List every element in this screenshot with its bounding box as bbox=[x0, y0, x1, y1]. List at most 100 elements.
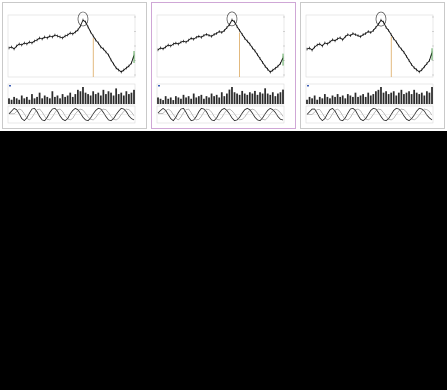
volume-bar bbox=[243, 93, 246, 104]
volume-bar bbox=[344, 98, 347, 104]
volume-bar bbox=[94, 94, 97, 104]
volume-bar bbox=[349, 95, 352, 104]
volume-bar bbox=[107, 91, 110, 104]
oscillator-pane-frame bbox=[7, 105, 136, 124]
chart-panel-2[interactable] bbox=[151, 2, 296, 129]
peak-highlight-circle bbox=[77, 11, 89, 27]
volume-bar bbox=[382, 92, 385, 104]
volume-bar bbox=[82, 87, 84, 104]
volume-bar bbox=[259, 92, 261, 104]
volume-bar bbox=[282, 89, 284, 104]
chart-panel-1[interactable] bbox=[2, 2, 147, 129]
volume-bar bbox=[426, 91, 428, 104]
volume-bar bbox=[277, 93, 279, 104]
volume-bar bbox=[266, 93, 269, 104]
volume-legend-swatch bbox=[9, 85, 11, 87]
volume-bar bbox=[395, 95, 398, 104]
stock-chart-1 bbox=[7, 11, 136, 124]
volume-bar bbox=[226, 93, 228, 104]
volume-bar bbox=[71, 96, 74, 104]
volume-bar bbox=[413, 89, 416, 104]
volume-bar bbox=[180, 98, 182, 104]
volume-bar bbox=[385, 91, 387, 104]
volume-bar bbox=[238, 94, 241, 104]
volume-bar bbox=[61, 94, 64, 104]
volume-bar bbox=[241, 90, 244, 104]
volume-bar bbox=[8, 98, 10, 104]
volume-bar bbox=[41, 98, 44, 104]
volume-bar bbox=[308, 96, 311, 104]
volume-bar bbox=[313, 95, 316, 104]
peak-highlight-circle bbox=[375, 11, 387, 27]
volume-bar bbox=[115, 88, 118, 104]
volume-bar bbox=[38, 92, 41, 104]
volume-bar bbox=[23, 98, 26, 104]
volume-bar bbox=[110, 92, 112, 104]
volume-bar bbox=[31, 94, 33, 104]
volume-bar bbox=[311, 98, 313, 104]
price-series-line bbox=[306, 19, 433, 73]
volume-bar bbox=[122, 95, 125, 104]
volume-bar bbox=[172, 100, 175, 104]
volume-bar bbox=[336, 94, 339, 104]
volume-bar bbox=[59, 98, 61, 104]
volume-bar bbox=[92, 91, 95, 104]
volume-bar bbox=[408, 91, 410, 104]
oscillator-signal-line bbox=[9, 108, 135, 121]
volume-bar bbox=[36, 96, 38, 104]
volume-bar bbox=[364, 96, 367, 104]
volume-bar bbox=[329, 98, 331, 104]
volume-legend-swatch bbox=[307, 85, 309, 87]
volume-bar bbox=[125, 91, 128, 104]
volume-bar bbox=[77, 89, 79, 104]
volume-bar bbox=[117, 94, 120, 104]
volume-bar bbox=[269, 94, 272, 104]
volume-bar bbox=[359, 95, 362, 104]
volume-bar bbox=[377, 89, 380, 104]
volume-bar bbox=[254, 90, 256, 104]
volume-bar bbox=[185, 97, 187, 104]
volume-bar bbox=[13, 96, 15, 104]
volume-bar bbox=[159, 98, 162, 104]
volume-bar bbox=[128, 94, 130, 104]
volume-bar bbox=[18, 99, 21, 104]
volume-bar bbox=[357, 96, 359, 104]
volume-bar bbox=[271, 92, 274, 104]
volume-bar bbox=[162, 100, 164, 104]
price-series-line bbox=[8, 19, 135, 73]
volume-bar bbox=[130, 92, 133, 104]
volume-bar bbox=[392, 91, 395, 104]
volume-bar bbox=[233, 92, 236, 104]
volume-bar bbox=[10, 99, 13, 104]
volume-bar bbox=[43, 95, 46, 104]
volume-bar bbox=[197, 96, 200, 104]
volume-bar bbox=[339, 96, 342, 104]
volume-bar bbox=[105, 94, 107, 104]
volume-bar bbox=[261, 93, 264, 104]
volume-bar bbox=[428, 92, 431, 104]
volume-bar bbox=[362, 94, 364, 104]
volume-bar bbox=[264, 88, 267, 104]
volume-bar bbox=[210, 93, 213, 104]
volume-bar bbox=[323, 94, 326, 104]
volume-bar bbox=[251, 93, 254, 104]
volume-pane-frame bbox=[156, 83, 285, 105]
oscillator-pane-frame bbox=[156, 105, 285, 124]
volume-bar bbox=[418, 94, 421, 104]
volume-bar bbox=[205, 96, 208, 104]
volume-bar bbox=[420, 92, 423, 104]
price-series-line bbox=[157, 19, 284, 73]
volume-bar bbox=[256, 94, 259, 104]
volume-bar bbox=[390, 92, 393, 104]
volume-bar bbox=[28, 99, 31, 104]
volume-bar bbox=[190, 98, 193, 104]
chart-panel-3[interactable] bbox=[300, 2, 445, 129]
volume-bar bbox=[400, 89, 403, 104]
volume-bar bbox=[405, 92, 408, 104]
volume-bar bbox=[48, 98, 51, 104]
volume-bar bbox=[87, 94, 89, 104]
volume-bar bbox=[334, 96, 336, 104]
volume-bar bbox=[218, 97, 221, 104]
volume-bar bbox=[74, 94, 77, 104]
volume-bar bbox=[346, 94, 349, 104]
